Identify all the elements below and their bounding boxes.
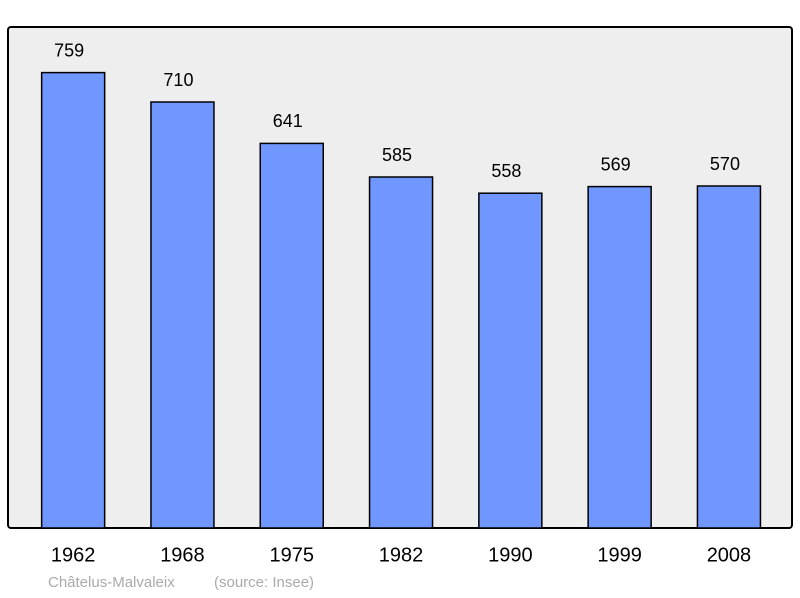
value-label: 759 [54, 40, 84, 60]
source: (source: Insee) [214, 574, 314, 591]
value-label: 569 [601, 154, 631, 174]
bar [150, 101, 215, 529]
caption: Châtelus-Malvaleix [48, 574, 175, 591]
bar [259, 142, 324, 529]
x-tick-label: 1962 [51, 544, 96, 566]
bar [40, 71, 106, 529]
x-tick-label: 1968 [160, 544, 205, 566]
x-tick-label: 1975 [270, 544, 315, 566]
value-label: 710 [163, 70, 193, 90]
value-label: 558 [491, 161, 521, 181]
value-label: 585 [382, 145, 412, 165]
bar [478, 192, 543, 529]
bar [587, 185, 652, 529]
x-tick-label: 2008 [707, 544, 752, 566]
bar [696, 185, 762, 529]
x-tick-label: 1982 [379, 544, 424, 566]
x-tick-label: 1999 [597, 544, 642, 566]
value-label: 641 [273, 111, 303, 131]
bar [368, 176, 434, 529]
x-tick-label: 1990 [488, 544, 533, 566]
value-label: 570 [710, 154, 740, 174]
